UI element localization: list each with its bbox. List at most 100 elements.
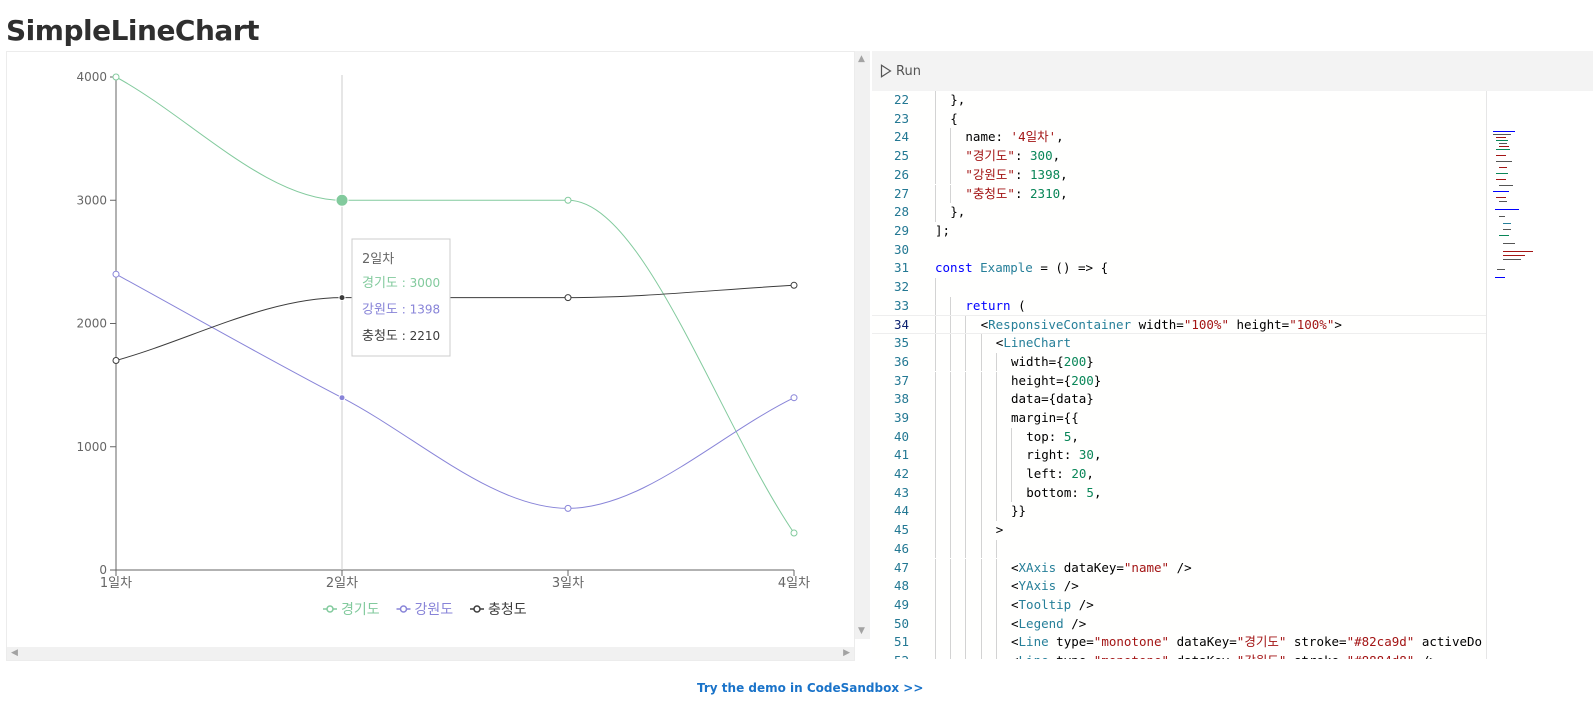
line-number: 37 (893, 372, 909, 388)
indent-guide (980, 614, 982, 634)
code-line[interactable]: 30 (872, 241, 1487, 260)
minimap-mark (1503, 259, 1521, 260)
scroll-right-icon[interactable]: ▶ (843, 648, 850, 658)
code-line[interactable]: 23 { (872, 109, 1487, 129)
code-line[interactable]: 47 <XAxis dataKey="name" /> (872, 558, 1487, 578)
code-line[interactable]: 29]; (872, 222, 1487, 241)
active-point (338, 394, 346, 402)
indent-guide (965, 652, 967, 659)
code-line[interactable]: 42 left: 20, (872, 465, 1487, 484)
data-point (790, 394, 798, 402)
line-number: 44 (893, 503, 909, 519)
legend-label: 강원도 (415, 602, 454, 618)
line-number: 26 (893, 166, 909, 182)
indent-guide (965, 465, 967, 484)
code-line[interactable]: 50 <Legend /> (872, 614, 1487, 634)
code-line[interactable]: 45 > (872, 521, 1487, 540)
indent-guide (935, 352, 936, 372)
editor-minimap[interactable] (1486, 91, 1593, 659)
scroll-up-icon[interactable]: ▲ (858, 54, 865, 64)
code-line[interactable]: 37 height={200} (872, 371, 1487, 391)
horizontal-scrollbar[interactable]: ◀ ▶ (7, 647, 854, 660)
code-line[interactable]: 38 data={data} (872, 390, 1487, 409)
code-line[interactable]: 26 "강원도": 1398, (872, 165, 1487, 185)
code-line[interactable]: 36 width={200} (872, 352, 1487, 372)
indent-guide (935, 147, 936, 166)
code-line[interactable]: 33 return ( (872, 296, 1487, 316)
indent-guide (995, 558, 997, 578)
code-line[interactable]: 40 top: 5, (872, 427, 1487, 447)
scroll-left-icon[interactable]: ◀ (11, 648, 18, 658)
scroll-down-icon[interactable]: ▼ (858, 626, 865, 636)
codesandbox-link[interactable]: Try the demo in CodeSandbox >> (697, 681, 924, 695)
code-text: data={data} (1011, 391, 1094, 407)
indent-guide (935, 652, 936, 659)
code-line[interactable]: 39 margin={{ (872, 408, 1487, 428)
line-number: 45 (893, 522, 909, 538)
indent-guide (950, 334, 952, 353)
code-line[interactable]: 41 right: 30, (872, 446, 1487, 465)
line-number: 49 (893, 596, 909, 612)
code-line[interactable]: 22}, (872, 91, 1487, 110)
code-editor[interactable]: Run 22}, 23{24 name: '4일차', 25 "경기도": 300, 26… (872, 51, 1593, 659)
y-tick-label: 1000 (76, 440, 107, 454)
code-text: <YAxis /> (1011, 578, 1079, 594)
indent-guide (980, 465, 982, 484)
vertical-scrollbar[interactable]: ▲ ▼ (855, 51, 870, 639)
code-line[interactable]: 43 bottom: 5, (872, 483, 1487, 503)
indent-guide (995, 427, 997, 447)
code-lines[interactable]: 22}, 23{24 name: '4일차', 25 "경기도": 300, 26 "강원도… (872, 91, 1487, 659)
indent-guide (950, 539, 952, 559)
line-number: 36 (893, 353, 909, 369)
indent-guide (950, 427, 952, 447)
code-line[interactable]: 28}, (872, 203, 1487, 222)
code-line[interactable]: 25 "경기도": 300, (872, 147, 1487, 166)
indent-guide (1011, 446, 1012, 465)
line-number: 34 (893, 317, 909, 333)
code-line[interactable]: 51 <Line type="monotone" dataKey="경기도" st… (872, 633, 1487, 652)
indent-guide (935, 521, 936, 540)
indent-guide (995, 539, 997, 559)
indent-guide (950, 614, 952, 634)
y-tick-label: 3000 (76, 193, 107, 207)
code-line[interactable]: 49 <Tooltip /> (872, 595, 1487, 615)
indent-guide (935, 465, 936, 484)
code-line[interactable]: 24 name: '4일차', (872, 128, 1487, 148)
code-text: <XAxis dataKey="name" /> (1011, 559, 1192, 575)
code-line[interactable]: 35 <LineChart (872, 334, 1487, 353)
indent-guide (965, 633, 967, 652)
indent-guide (995, 446, 997, 465)
indent-guide (965, 352, 967, 372)
indent-guide (950, 128, 952, 148)
active-point (335, 193, 349, 207)
code-line[interactable]: 46 (872, 539, 1487, 559)
indent-guide (980, 427, 982, 447)
code-line[interactable]: 34 <ResponsiveContainer width="100%" heig… (872, 315, 1487, 335)
code-line[interactable]: 32 (872, 278, 1487, 297)
run-button[interactable]: Run (880, 61, 921, 81)
code-text: return ( (965, 297, 1026, 313)
code-text: > (995, 522, 1004, 538)
code-line[interactable]: 44}} (872, 502, 1487, 522)
code-text: right: 30, (1026, 447, 1102, 463)
minimap-mark (1503, 255, 1525, 256)
line-number: 48 (893, 578, 909, 594)
indent-guide (965, 502, 967, 522)
code-line[interactable]: 52 <Line type="monotone" dataKey="강원도" st… (872, 652, 1487, 659)
indent-guide (935, 390, 936, 409)
code-line[interactable]: 31 const Example = () => { (872, 259, 1487, 278)
indent-guide (980, 502, 982, 522)
code-line[interactable]: 48 <YAxis /> (872, 577, 1487, 596)
indent-guide (950, 296, 952, 316)
series-line (115, 273, 795, 509)
indent-guide (980, 390, 982, 409)
code-text: bottom: 5, (1026, 484, 1102, 500)
minimap-mark (1496, 149, 1510, 150)
indent-guide (950, 577, 952, 596)
indent-guide (965, 371, 967, 391)
code-line[interactable]: 27 "충청도": 2310, (872, 184, 1487, 204)
line-number: 40 (893, 428, 909, 444)
indent-guide (935, 577, 936, 596)
indent-guide (950, 633, 952, 652)
